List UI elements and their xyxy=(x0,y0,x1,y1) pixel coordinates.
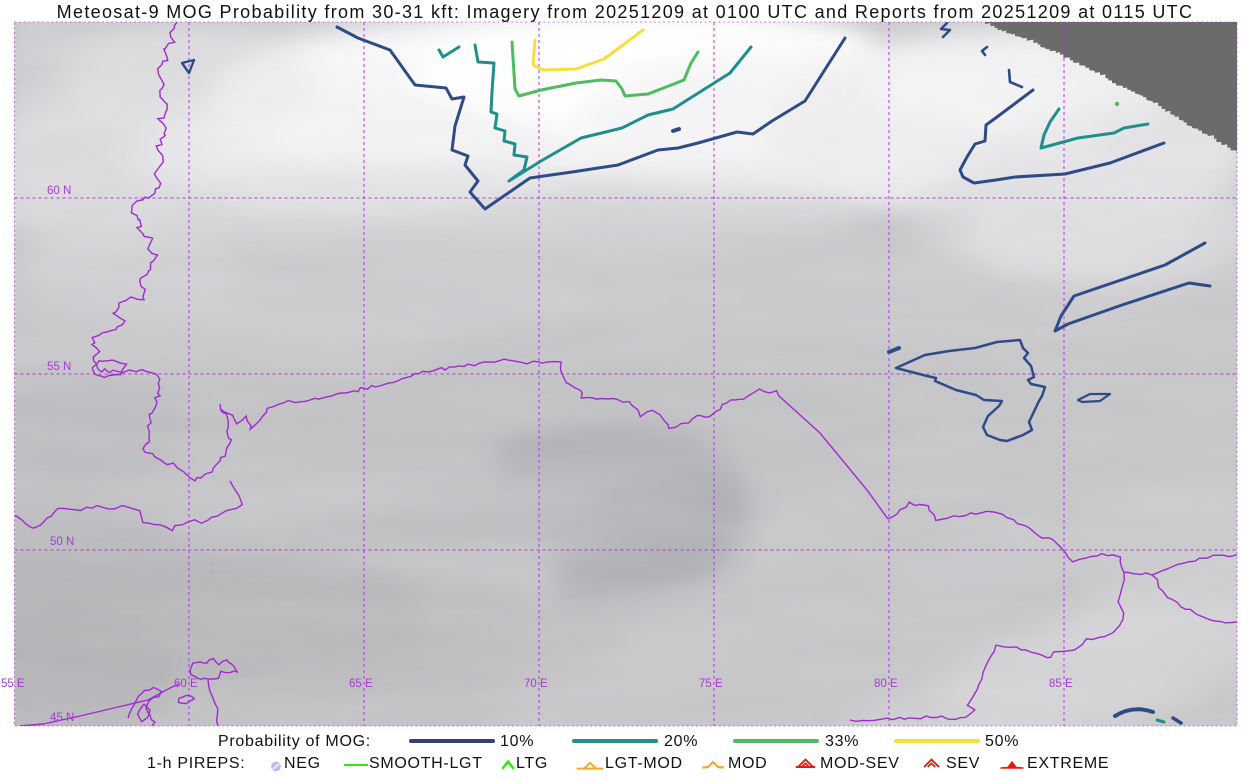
svg-text:50 N: 50 N xyxy=(50,536,74,548)
svg-text:75 E: 75 E xyxy=(699,678,723,690)
svg-text:80 E: 80 E xyxy=(874,678,898,690)
svg-text:55 E: 55 E xyxy=(1,678,25,690)
svg-text:45 N: 45 N xyxy=(50,712,74,724)
svg-text:65 E: 65 E xyxy=(349,678,373,690)
svg-text:60 E: 60 E xyxy=(174,678,198,690)
svg-text:70 E: 70 E xyxy=(524,678,548,690)
svg-text:85 E: 85 E xyxy=(1049,678,1073,690)
svg-text:55 N: 55 N xyxy=(47,361,71,373)
svg-text:60 N: 60 N xyxy=(47,185,71,197)
